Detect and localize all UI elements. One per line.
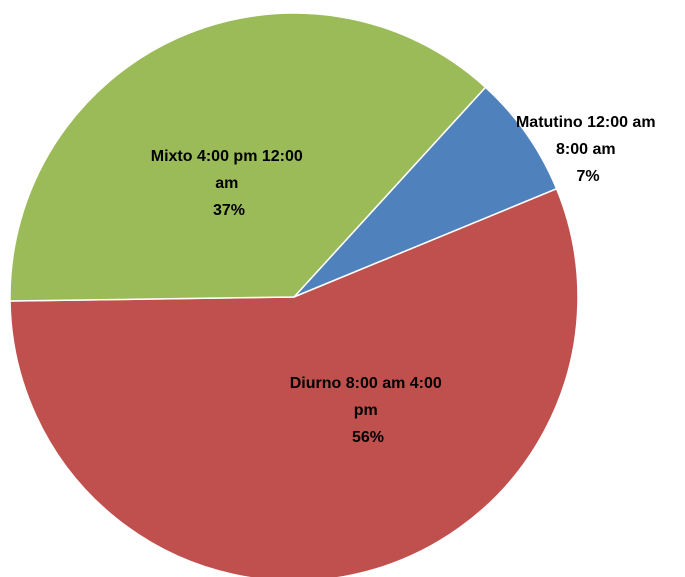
- slice-label-diurno-line-1: Diurno 8:00 am 4:00: [290, 375, 442, 392]
- slice-label-mixto-percent: 37%: [213, 202, 245, 219]
- slice-label-mixto-line-2: am: [215, 175, 238, 192]
- slice-matutino: [293, 86, 558, 298]
- slice-label-matutino: Matutino 12:00 am 8:00 am 7%: [516, 114, 660, 185]
- slice-labels: Matutino 12:00 am 8:00 am 7% Diurno 8:00…: [151, 114, 660, 446]
- slice-label-diurno-percent: 56%: [352, 429, 384, 446]
- slice-label-matutino-line-1: Matutino 12:00 am: [516, 114, 656, 131]
- slice-label-diurno-line-2: pm: [354, 402, 378, 419]
- slice-label-diurno: Diurno 8:00 am 4:00 pm 56%: [290, 375, 447, 446]
- slice-label-mixto: Mixto 4:00 pm 12:00 am 37%: [151, 148, 308, 219]
- pie-slices: [9, 12, 579, 577]
- slice-label-mixto-line-1: Mixto 4:00 pm 12:00: [151, 148, 303, 165]
- slice-mixto: [9, 12, 487, 302]
- slice-diurno: [9, 187, 579, 577]
- slice-label-matutino-line-2: 8:00 am: [556, 141, 616, 158]
- slice-label-matutino-percent: 7%: [576, 168, 599, 185]
